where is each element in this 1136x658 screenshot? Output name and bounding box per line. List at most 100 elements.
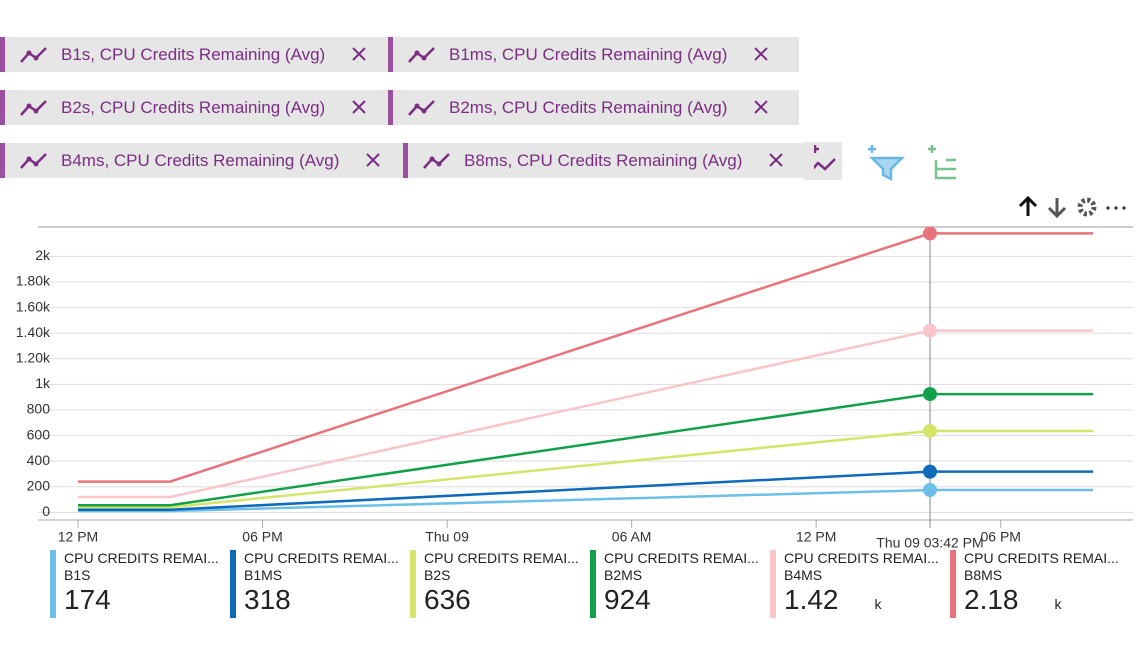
legend-item[interactable]: CPU CREDITS REMAI... B4MS 1.42 k: [770, 550, 945, 618]
legend-item[interactable]: CPU CREDITS REMAI... B8MS 2.18 k: [950, 550, 1125, 618]
series-line: [77, 329, 1094, 499]
metric-chip[interactable]: B2ms, CPU Credits Remaining (Avg): [388, 90, 800, 125]
series-line: [77, 392, 1094, 507]
cursor-point: [922, 323, 937, 338]
series-line: [77, 429, 1094, 509]
legend-value: 924: [604, 584, 651, 615]
y-tick-label: 0: [42, 503, 50, 519]
y-tick-label: 1.80k: [16, 273, 51, 289]
remove-icon[interactable]: [337, 95, 379, 121]
line-chart-icon: [423, 152, 450, 169]
remove-icon[interactable]: [337, 42, 379, 68]
metric-chip[interactable]: B1ms, CPU Credits Remaining (Avg): [388, 37, 800, 72]
legend-item[interactable]: CPU CREDITS REMAI... B2MS 924: [590, 550, 765, 618]
legend-value: 636: [424, 584, 471, 615]
chip-label: B2ms, CPU Credits Remaining (Avg): [449, 97, 728, 117]
legend-title: CPU CREDITS REMAI...: [604, 550, 759, 566]
line-chart-icon: [408, 46, 435, 63]
y-tick-label: 600: [27, 426, 51, 442]
chip-label: B1s, CPU Credits Remaining (Avg): [61, 44, 326, 64]
move-up-icon[interactable]: [1018, 195, 1038, 216]
metric-chip[interactable]: B4ms, CPU Credits Remaining (Avg): [0, 143, 412, 178]
remove-icon[interactable]: [351, 148, 393, 174]
legend-item[interactable]: CPU CREDITS REMAI... B2S 636: [410, 550, 585, 618]
legend-name: B2MS: [604, 567, 643, 583]
legend-item[interactable]: CPU CREDITS REMAI... B1MS 318: [230, 550, 405, 618]
y-tick-label: 1.60k: [16, 298, 51, 314]
legend-title: CPU CREDITS REMAI...: [244, 550, 399, 566]
legend-unit: k: [874, 596, 882, 612]
cursor-label: Thu 09 03:42 PM: [876, 535, 983, 551]
chip-actions[interactable]: [804, 142, 956, 182]
legend-title: CPU CREDITS REMAI...: [964, 550, 1119, 566]
legend-value: 2.18: [964, 584, 1019, 615]
y-tick-label: 2k: [35, 247, 51, 263]
x-tick-label: 06 PM: [981, 529, 1021, 545]
legend-name: B1MS: [244, 567, 283, 583]
y-tick-label: 400: [27, 452, 51, 468]
line-chart-icon: [20, 46, 47, 63]
cursor-point: [922, 464, 937, 479]
legend-item[interactable]: CPU CREDITS REMAI... B1S 174: [50, 550, 225, 618]
remove-x[interactable]: [753, 99, 769, 115]
legend-unit: k: [1054, 596, 1062, 612]
more-icon[interactable]: [1106, 206, 1126, 210]
remove-x[interactable]: [351, 99, 367, 115]
line-chart-icon: [20, 99, 47, 116]
series-line: [77, 470, 1094, 512]
chip-label: B8ms, CPU Credits Remaining (Avg): [464, 150, 743, 170]
remove-x[interactable]: [768, 152, 784, 168]
legend-value-row: 924: [604, 584, 765, 616]
remove-icon[interactable]: [739, 42, 781, 68]
cursor-point: [922, 423, 937, 438]
series-line: [77, 488, 1094, 513]
remove-x[interactable]: [365, 152, 381, 168]
x-tick-label: 06 AM: [612, 529, 652, 545]
toolbar[interactable]: [1018, 195, 1126, 219]
x-tick-label: 06 PM: [242, 529, 282, 545]
legend-name: B8MS: [964, 567, 1003, 583]
cursor-point: [922, 483, 937, 498]
legend-value: 318: [244, 584, 291, 615]
legend-value-row: 2.18 k: [964, 584, 1125, 620]
legend-value-row: 636: [424, 584, 585, 616]
x-tick-label: 12 PM: [58, 529, 98, 545]
legend-value: 174: [64, 584, 111, 615]
add-filter-icon[interactable]: [868, 145, 906, 182]
legend-value-row: 1.42 k: [784, 584, 945, 620]
x-tick-label: 12 PM: [796, 529, 836, 545]
chip-label: B2s, CPU Credits Remaining (Avg): [61, 97, 326, 117]
move-down-icon[interactable]: [1047, 198, 1067, 219]
settings-icon[interactable]: [1077, 197, 1097, 217]
legend-name: B1S: [64, 567, 91, 583]
chip-label: B4ms, CPU Credits Remaining (Avg): [61, 150, 340, 170]
legend-title: CPU CREDITS REMAI...: [424, 550, 579, 566]
y-tick-label: 200: [27, 477, 51, 493]
legend-name: B2S: [424, 567, 451, 583]
y-tick-label: 1k: [35, 375, 51, 391]
remove-x[interactable]: [351, 46, 367, 62]
line-chart-icon: [20, 152, 47, 169]
cursor-point: [922, 387, 937, 402]
metric-chip[interactable]: B8ms, CPU Credits Remaining (Avg): [403, 143, 815, 178]
metric-chip[interactable]: B2s, CPU Credits Remaining (Avg): [0, 90, 398, 125]
apply-splitting-icon[interactable]: [928, 145, 956, 180]
metric-chip[interactable]: B1s, CPU Credits Remaining (Avg): [0, 37, 398, 72]
remove-x[interactable]: [753, 46, 769, 62]
legend-value: 1.42: [784, 584, 839, 615]
remove-icon[interactable]: [739, 95, 781, 121]
legend-value-row: 318: [244, 584, 405, 616]
y-tick-label: 1.40k: [16, 324, 51, 340]
chip-label: B1ms, CPU Credits Remaining (Avg): [449, 44, 728, 64]
remove-icon[interactable]: [754, 148, 796, 174]
line-chart-icon: [408, 99, 435, 116]
x-tick-label: Thu 09: [425, 529, 469, 545]
cursor-point: [922, 226, 937, 241]
legend-title: CPU CREDITS REMAI...: [64, 550, 219, 566]
series-line: [77, 232, 1094, 483]
y-tick-label: 1.20k: [16, 349, 51, 365]
legend-name: B4MS: [784, 567, 823, 583]
